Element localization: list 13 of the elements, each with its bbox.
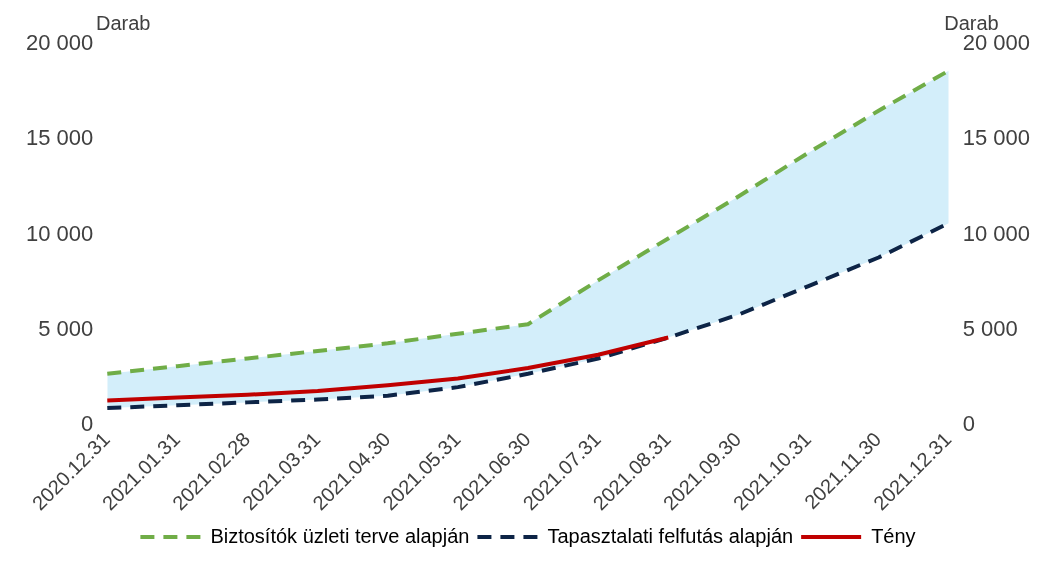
y-tick-label: 10 000 bbox=[25, 220, 94, 246]
y-tick-label: 0 bbox=[81, 411, 94, 437]
y-axis-title: Darab bbox=[96, 11, 151, 34]
y2-tick-label: 0 bbox=[962, 411, 975, 437]
y2-tick-label: 5 000 bbox=[962, 316, 1018, 341]
y-tick-label: 15 000 bbox=[25, 125, 94, 151]
y-tick-label: 5 000 bbox=[38, 316, 94, 341]
y2-tick-label: 10 000 bbox=[962, 220, 1031, 246]
y-tick-label: 20 000 bbox=[25, 30, 94, 56]
legend-label: Biztosítók üzleti terve alapján bbox=[210, 524, 470, 547]
y2-tick-label: 15 000 bbox=[962, 125, 1031, 151]
legend-label: Tapasztalati felfutás alapján bbox=[547, 524, 794, 547]
legend-label: Tény bbox=[871, 524, 916, 547]
